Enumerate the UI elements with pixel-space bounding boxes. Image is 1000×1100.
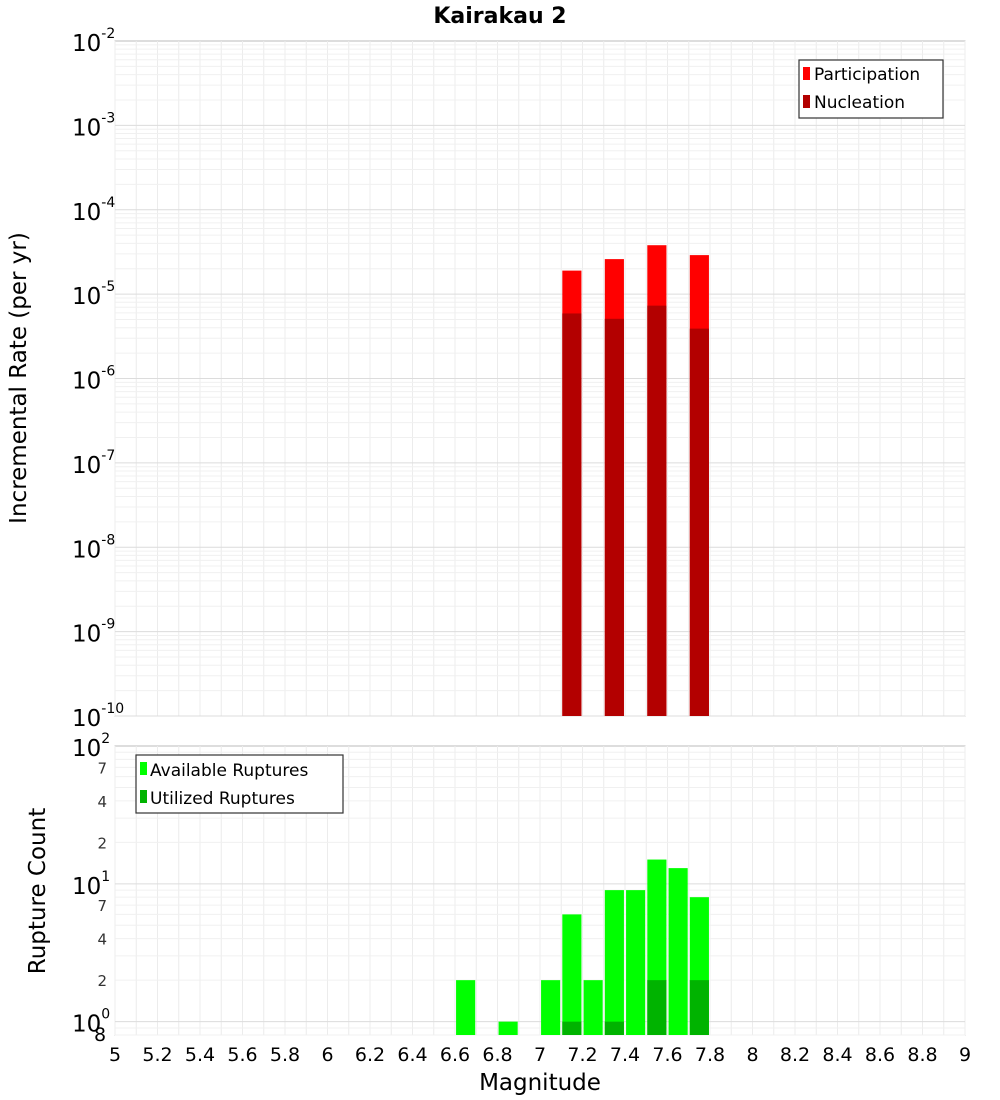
- legend-swatch-utilized: [140, 790, 147, 803]
- top-y-tick-exponent: -7: [101, 448, 115, 464]
- top-y-tick-exponent: -8: [101, 532, 115, 548]
- x-tick-label: 7: [534, 1044, 546, 1066]
- count-bar-secondary: [647, 980, 667, 1035]
- top-y-tick-label: 10-9: [72, 617, 115, 648]
- rate-bar-secondary: [689, 328, 709, 716]
- top-y-tick-label: 10-2: [72, 26, 115, 57]
- chart-title: Kairakau 2: [433, 4, 566, 29]
- bottom-y-minor-tick-label: 2: [97, 972, 107, 990]
- bottom-legend-box: [135, 754, 344, 814]
- top-legend-box: [798, 59, 944, 119]
- legend-swatch-available: [140, 762, 147, 775]
- top-bars: [562, 245, 709, 717]
- top-y-tick-label: 10-7: [72, 448, 115, 479]
- top-y-tick-exponent: -2: [101, 26, 115, 42]
- top-y-tick-exponent: -10: [101, 701, 124, 717]
- bottom-y-minor-tick-label: 2: [97, 834, 107, 852]
- top-legend: Participation Nucleation: [798, 59, 944, 119]
- count-bar-primary: [604, 890, 624, 1035]
- x-tick-label: 8.4: [822, 1044, 852, 1066]
- top-y-tick-exponent: -4: [101, 195, 115, 211]
- x-tick-label: 6: [321, 1044, 333, 1066]
- legend-label-nucleation: Nucleation: [814, 93, 905, 113]
- bottom-y-tick-exponent: 0: [101, 1007, 110, 1023]
- top-y-tick-label: 10-5: [72, 279, 115, 310]
- top-y-tick-label: 10-3: [72, 110, 115, 141]
- count-bar-primary: [541, 980, 561, 1035]
- rate-bar-secondary: [562, 313, 582, 716]
- x-tick-label: 7.4: [610, 1044, 640, 1066]
- x-tick-label: 5.8: [270, 1044, 300, 1066]
- bottom-y-minor-tick-label: 8: [94, 1024, 106, 1046]
- top-grid: [114, 41, 966, 717]
- rate-bar-secondary: [604, 318, 624, 716]
- top-y-tick-exponent: -3: [101, 110, 115, 126]
- x-tick-labels: 5 5.2 5.4 5.6 5.8 6 6.2 6.4 6.6 6.8 7 7.2 7.4 7.6 7.8 8…: [109, 1044, 971, 1066]
- bottom-y-axis-label: Rupture Count: [25, 808, 51, 974]
- top-y-tick-label: 10-10: [72, 701, 124, 732]
- x-tick-label: 6.4: [397, 1044, 427, 1066]
- top-y-tick-label: 10-8: [72, 532, 115, 563]
- bottom-y-tick-label: 102: [72, 731, 110, 762]
- legend-swatch-nucleation: [803, 95, 810, 108]
- bottom-grid: [114, 746, 966, 1036]
- x-tick-label: 8: [746, 1044, 758, 1066]
- count-bar-primary: [668, 868, 688, 1035]
- x-tick-label: 6.2: [355, 1044, 385, 1066]
- top-y-tick-exponent: -6: [101, 364, 115, 380]
- x-tick-label: 7.2: [567, 1044, 597, 1066]
- top-panel: 10-2 10-3 10-4 10-5 10-6 10-7 10-8 10-9 10-10 In…: [6, 26, 966, 732]
- bottom-y-minor-tick-label: 4: [97, 793, 107, 811]
- count-bar-primary: [583, 980, 603, 1035]
- legend-swatch-participation: [803, 67, 810, 80]
- bottom-y-minor-tick-label: 4: [97, 931, 107, 949]
- legend-label-participation: Participation: [814, 65, 920, 85]
- x-tick-label: 5.2: [142, 1044, 172, 1066]
- x-tick-label: 7.8: [695, 1044, 725, 1066]
- count-bar-secondary: [689, 980, 709, 1035]
- legend-label-utilized: Utilized Ruptures: [150, 789, 295, 809]
- top-y-tick-label: 10-6: [72, 364, 115, 395]
- bottom-bars: [456, 859, 709, 1035]
- count-bar-primary: [626, 890, 646, 1035]
- x-tick-label: 5.6: [227, 1044, 257, 1066]
- top-y-tick-exponent: -5: [101, 279, 115, 295]
- x-tick-label: 9: [959, 1044, 971, 1066]
- count-bar-secondary: [562, 1021, 582, 1035]
- bottom-y-tick-label: 101: [72, 869, 110, 900]
- count-bar-secondary: [604, 1021, 624, 1035]
- bottom-y-minor-tick-label: 7: [97, 897, 107, 915]
- bottom-y-tick-exponent: 2: [101, 731, 110, 747]
- bottom-y-minor-tick-label: 7: [97, 759, 107, 777]
- rate-bar-secondary: [647, 305, 667, 716]
- top-y-tick-exponent: -9: [101, 617, 115, 633]
- x-tick-label: 5.4: [185, 1044, 215, 1066]
- bottom-legend: Available Ruptures Utilized Ruptures: [135, 754, 344, 814]
- count-bar-primary: [456, 980, 476, 1035]
- legend-label-available: Available Ruptures: [150, 761, 308, 781]
- count-bar-primary: [498, 1021, 518, 1035]
- top-y-tick-label: 10-4: [72, 195, 115, 226]
- x-tick-label: 8.2: [780, 1044, 810, 1066]
- x-tick-label: 8.6: [865, 1044, 895, 1066]
- x-tick-label: 5: [109, 1044, 121, 1066]
- x-tick-label: 6.8: [482, 1044, 512, 1066]
- x-axis-label: Magnitude: [479, 1070, 601, 1096]
- top-y-axis-label: Incremental Rate (per yr): [6, 232, 32, 524]
- count-bar-primary: [562, 914, 582, 1035]
- x-tick-label: 7.6: [652, 1044, 682, 1066]
- x-tick-label: 6.6: [440, 1044, 470, 1066]
- x-tick-label: 8.8: [907, 1044, 937, 1066]
- bottom-y-tick-exponent: 1: [101, 869, 110, 885]
